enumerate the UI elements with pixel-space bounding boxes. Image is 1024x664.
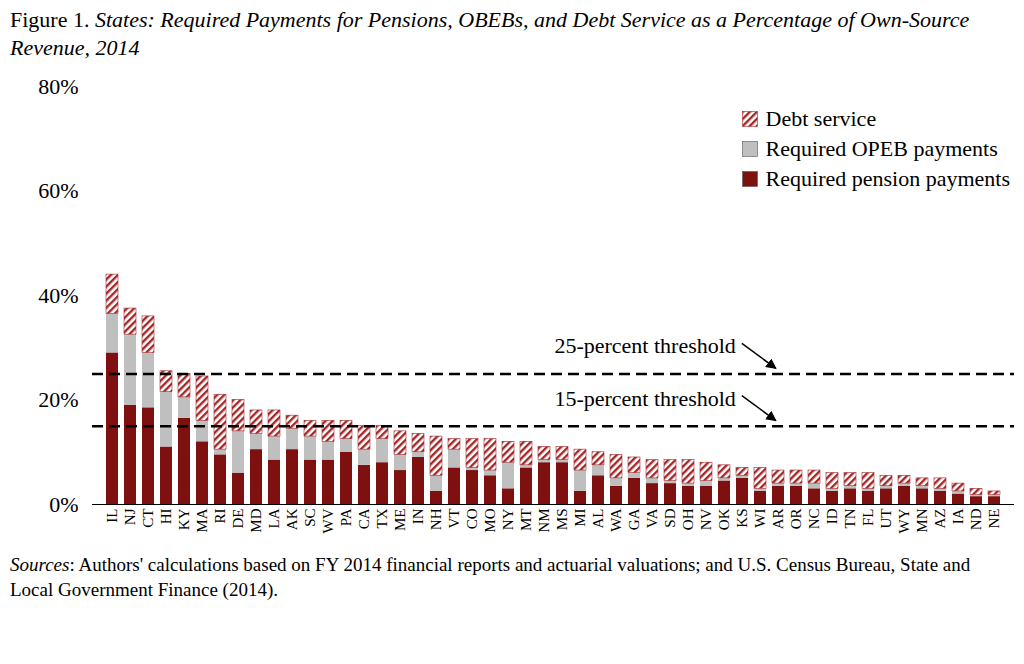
svg-text:SC: SC [302, 509, 318, 527]
svg-text:PA: PA [338, 508, 354, 526]
svg-text:LA: LA [266, 508, 282, 528]
svg-text:15-percent threshold: 15-percent threshold [554, 386, 735, 411]
svg-text:40%: 40% [38, 283, 78, 308]
svg-text:NE: NE [986, 509, 1002, 529]
svg-text:HI: HI [158, 508, 174, 524]
svg-text:WI: WI [752, 508, 768, 527]
svg-text:OR: OR [788, 509, 804, 530]
html-text:Required OPEB payments: Required OPEB payments [765, 136, 998, 161]
html-text:Sources: Authors' calculations: Sources: Authors' calculations based on … [10, 554, 971, 600]
svg-text:AL: AL [590, 509, 606, 529]
svg-text:WA: WA [608, 508, 624, 531]
svg-text:IL: IL [104, 509, 120, 523]
svg-text:DE: DE [230, 509, 246, 529]
svg-text:OH: OH [680, 508, 696, 530]
svg-text:IN: IN [410, 508, 426, 524]
svg-text:CT: CT [140, 509, 156, 528]
svg-text:ND: ND [968, 508, 984, 530]
svg-text:60%: 60% [38, 178, 78, 203]
svg-text:CO: CO [464, 508, 480, 529]
svg-text:MD: MD [248, 508, 264, 532]
svg-text:MT: MT [518, 509, 534, 532]
svg-text:TX: TX [374, 508, 390, 528]
svg-text:MO: MO [482, 508, 498, 532]
html-text:Required pension payments: Required pension payments [765, 166, 1010, 191]
svg-text:AZ: AZ [932, 509, 948, 529]
svg-text:0%: 0% [49, 492, 78, 517]
svg-text:OK: OK [716, 508, 732, 530]
svg-text:MS: MS [554, 509, 570, 531]
svg-text:NJ: NJ [122, 508, 138, 525]
svg-text:WV: WV [320, 508, 336, 533]
svg-text:ID: ID [824, 508, 840, 524]
svg-text:80%: 80% [38, 74, 78, 99]
svg-text:MN: MN [914, 508, 930, 532]
svg-text:20%: 20% [38, 387, 78, 412]
svg-text:VT: VT [446, 509, 462, 529]
svg-text:TN: TN [842, 508, 858, 528]
svg-text:NV: NV [698, 508, 714, 530]
svg-text:NH: NH [428, 508, 444, 530]
svg-text:SD: SD [662, 508, 678, 527]
html-text:Figure 1. States: Required Pay: Figure 1. States: Required Payments for … [10, 7, 970, 60]
svg-text:NC: NC [806, 509, 822, 530]
svg-text:UT: UT [878, 509, 894, 529]
svg-text:25-percent threshold: 25-percent threshold [554, 333, 735, 358]
svg-text:WY: WY [896, 508, 912, 533]
svg-text:MI: MI [572, 509, 588, 527]
svg-text:AR: AR [770, 509, 786, 530]
svg-text:KY: KY [176, 508, 192, 530]
svg-text:MA: MA [194, 508, 210, 532]
svg-text:NY: NY [500, 508, 516, 530]
html-text:Debt service: Debt service [765, 106, 877, 131]
svg-text:CA: CA [356, 508, 372, 529]
svg-text:FL: FL [860, 509, 876, 527]
svg-text:VA: VA [644, 508, 660, 528]
svg-text:AK: AK [284, 508, 300, 530]
svg-text:NM: NM [536, 509, 552, 533]
svg-text:KS: KS [734, 509, 750, 528]
svg-text:GA: GA [626, 508, 642, 530]
svg-text:ME: ME [392, 509, 408, 532]
svg-text:IA: IA [950, 508, 966, 524]
svg-text:RI: RI [212, 508, 228, 523]
